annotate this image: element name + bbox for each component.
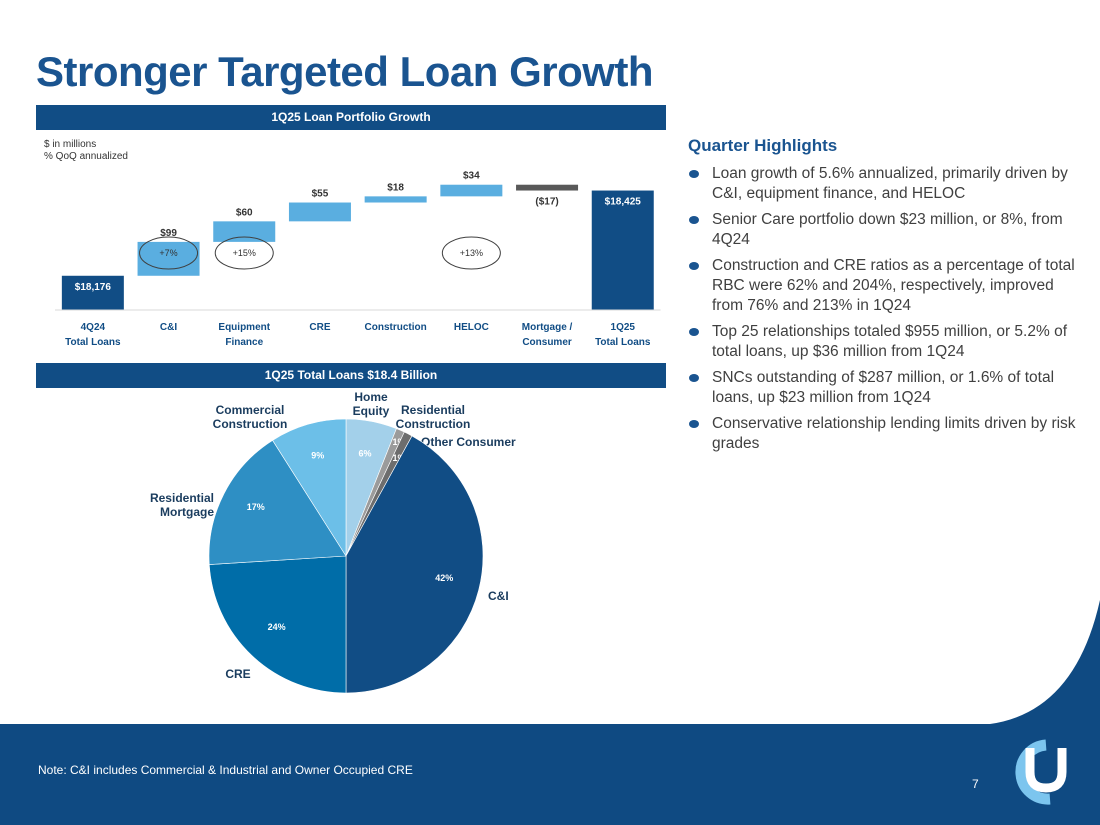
growth-ellipse	[139, 236, 199, 270]
highlight-text: Top 25 relationships totaled $955 millio…	[712, 323, 1067, 360]
bullet-dot-icon	[689, 170, 699, 178]
pie-category-label: Residential	[150, 491, 214, 505]
highlight-bullet: Construction and CRE ratios as a percent…	[688, 256, 1080, 316]
pie-category-label: C&I	[488, 589, 509, 603]
pie-pct-label: 1%	[392, 437, 405, 447]
pie-slice	[272, 418, 347, 558]
waterfall-bar	[288, 202, 351, 222]
waterfall-chart: $18,176 4Q24 Total Loans $99 +7% C&I $60 +15% Eq…	[55, 171, 661, 348]
highlight-text: Conservative relationship lending limits…	[712, 415, 1076, 452]
pie-category-label: CRE	[225, 667, 250, 681]
pie-pct-label: 42%	[435, 573, 453, 583]
bullet-dot-icon	[689, 420, 699, 428]
pie-banner: 1Q25 Total Loans $18.4 Billion	[36, 363, 666, 388]
pie-category-label: Commercial	[216, 403, 285, 417]
waterfall-value-label: $55	[312, 189, 329, 200]
footnote: Note: C&I includes Commercial & Industri…	[38, 763, 413, 777]
pie-category-label: Equity	[353, 404, 390, 418]
pie-pct-label: 17%	[247, 502, 265, 512]
waterfall-value-label: ($17)	[535, 197, 558, 208]
pie-pct-label: 9%	[311, 451, 324, 461]
highlight-bullet: Loan growth of 5.6% annualized, primaril…	[688, 164, 1080, 204]
highlight-text: Senior Care portfolio down $23 million, …	[712, 211, 1063, 248]
pie-category-label: Other Consumer	[421, 435, 516, 449]
highlight-bullet: Senior Care portfolio down $23 million, …	[688, 210, 1080, 250]
waterfall-value-label: $60	[236, 207, 253, 218]
pie-slice	[345, 435, 484, 694]
waterfall-category-label: Finance	[225, 337, 263, 348]
growth-label: +13%	[460, 248, 483, 258]
waterfall-category-label: 4Q24	[81, 322, 106, 333]
waterfall-banner: 1Q25 Loan Portfolio Growth	[36, 105, 666, 130]
highlight-text: SNCs outstanding of $287 million, or 1.6…	[712, 369, 1055, 406]
bullet-dot-icon	[689, 328, 699, 336]
pie-pct-label: 24%	[268, 622, 286, 632]
waterfall-category-label: Total Loans	[595, 337, 651, 348]
highlight-bullet: Conservative relationship lending limits…	[688, 414, 1080, 454]
waterfall-category-label: Equipment	[218, 322, 270, 333]
waterfall-category-label: 1Q25	[611, 322, 636, 333]
waterfall-category-label: Consumer	[522, 337, 572, 348]
waterfall-category-label: Total Loans	[65, 337, 121, 348]
pie-category-label: Residential	[401, 403, 465, 417]
waterfall-value-label: $99	[160, 228, 177, 239]
growth-ellipse	[441, 236, 501, 270]
units-line-1: $ in millions	[44, 139, 97, 150]
waterfall-bar	[137, 241, 200, 276]
units-line-2: % QoQ annualized	[44, 151, 128, 162]
pie-pct-label: 6%	[358, 448, 371, 458]
bullet-dot-icon	[689, 216, 699, 224]
waterfall-bar	[591, 190, 654, 310]
page-title: Stronger Targeted Loan Growth	[36, 48, 654, 95]
waterfall-value-label: $18,425	[605, 197, 642, 208]
bullet-dot-icon	[689, 262, 699, 270]
waterfall-value-label: $18,176	[75, 282, 112, 293]
waterfall-category-label: Mortgage /	[522, 322, 573, 333]
waterfall-category-label: HELOC	[454, 322, 489, 333]
highlights-title: Quarter Highlights	[688, 136, 838, 155]
pie-category-label: Mortgage	[160, 505, 214, 519]
pie-chart: 6%HomeEquity1%ResidentialConstruction1%O…	[150, 390, 516, 694]
bullet-dot-icon	[689, 374, 699, 382]
growth-ellipse	[214, 236, 274, 270]
waterfall-value-label: $34	[463, 171, 480, 182]
highlight-text: Construction and CRE ratios as a percent…	[712, 257, 1075, 314]
waterfall-bar	[61, 275, 124, 310]
pie-slice	[208, 439, 347, 565]
highlight-bullet: Top 25 relationships totaled $955 millio…	[688, 322, 1080, 362]
waterfall-category-label: C&I	[160, 322, 177, 333]
page-number: 7	[972, 777, 979, 791]
waterfall-bar	[213, 221, 276, 242]
units-note: $ in millions % QoQ annualized	[44, 139, 128, 163]
pie-slice	[208, 555, 347, 694]
pie-category-label: Home	[354, 390, 388, 404]
company-logo-icon	[1015, 739, 1067, 805]
pie-category-label: Construction	[396, 417, 471, 431]
highlight-bullet: SNCs outstanding of $287 million, or 1.6…	[688, 368, 1080, 408]
highlights-list: Loan growth of 5.6% annualized, primaril…	[688, 164, 1080, 460]
waterfall-category-label: CRE	[309, 322, 330, 333]
waterfall-bar	[364, 196, 427, 203]
highlight-text: Loan growth of 5.6% annualized, primaril…	[712, 165, 1068, 202]
growth-label: +7%	[159, 248, 177, 258]
footer-swoosh	[0, 600, 1100, 825]
pie-pct-label: 1%	[392, 453, 405, 463]
waterfall-bar	[440, 184, 503, 197]
pie-category-label: Construction	[213, 417, 288, 431]
waterfall-bar	[516, 184, 579, 191]
waterfall-category-label: Construction	[365, 322, 427, 333]
growth-label: +15%	[233, 248, 256, 258]
waterfall-value-label: $18	[387, 182, 404, 193]
